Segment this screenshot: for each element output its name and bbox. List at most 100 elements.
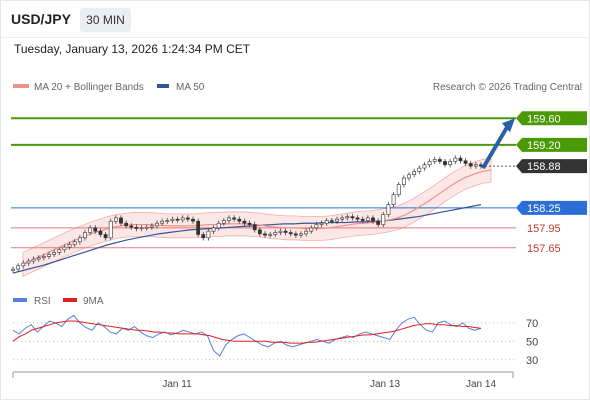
- x-tick-jan14: Jan 14: [466, 379, 496, 390]
- candle-body: [293, 233, 298, 236]
- candle-body: [391, 194, 396, 205]
- candle-body: [201, 234, 206, 239]
- candle-body: [196, 220, 201, 235]
- timeframe-button[interactable]: 30 MIN: [80, 8, 131, 32]
- level-label-159.60: 159.60: [527, 113, 561, 125]
- candle-body: [180, 217, 185, 221]
- candle-body: [252, 224, 257, 231]
- rsi-panel: 70 50 30: [12, 314, 538, 367]
- candle-body: [134, 226, 139, 229]
- candle-body: [448, 161, 453, 166]
- candle-body: [304, 230, 309, 235]
- candle-body: [365, 217, 370, 221]
- candle-body: [175, 218, 180, 221]
- candle-body: [381, 214, 386, 225]
- ma20-line: [22, 169, 492, 265]
- candle-body: [314, 224, 319, 229]
- x-tick-jan11: Jan 11: [162, 379, 192, 390]
- candle-body: [191, 218, 195, 222]
- legend-ma20: MA 20 + Bollinger Bands: [34, 82, 144, 93]
- candle-body: [401, 177, 406, 185]
- candle-body: [350, 216, 355, 219]
- candle-body: [468, 163, 473, 167]
- candle-body: [170, 218, 175, 221]
- candle-body: [335, 218, 339, 222]
- rsi-level-label-70: 70: [526, 318, 538, 330]
- candle-body: [232, 217, 237, 220]
- candle-body: [113, 217, 118, 222]
- rsi-level-label-30: 30: [526, 355, 538, 367]
- candle-body: [206, 230, 211, 239]
- candle-body: [417, 167, 422, 172]
- candle-body: [412, 171, 417, 176]
- watermark: Research © 2026 Trading Central: [433, 82, 582, 93]
- level-label-157.65: 157.65: [527, 243, 561, 255]
- candle-body: [273, 232, 278, 235]
- candle-body: [52, 252, 57, 255]
- candle-body: [83, 232, 87, 239]
- legend-swatch-ma20: [13, 84, 29, 88]
- candle-body: [155, 222, 159, 227]
- candle-body: [88, 227, 93, 233]
- candle-body: [139, 227, 144, 230]
- candle-body: [432, 159, 437, 162]
- bollinger-band: [22, 157, 492, 277]
- candle-body: [278, 230, 283, 233]
- candle-body: [463, 160, 468, 164]
- forecast-arrow: [481, 126, 509, 170]
- candle-body: [160, 220, 165, 224]
- level-tag-159.20: [516, 137, 587, 152]
- legend-swatch-ma50: [157, 84, 169, 88]
- datetime-label: Tuesday, January 13, 2026 1:24:34 PM CET: [14, 42, 251, 56]
- candle-body: [443, 161, 447, 166]
- candle-body: [72, 241, 77, 245]
- forecast-arrow-head: [502, 118, 515, 133]
- candle-body: [129, 225, 134, 228]
- candle-body: [36, 257, 41, 260]
- candle-body: [108, 220, 113, 239]
- candle-body: [288, 232, 293, 235]
- candle-body: [119, 217, 123, 224]
- candle-body: [319, 222, 324, 225]
- candle-body: [93, 227, 98, 232]
- candle-body: [396, 184, 401, 195]
- candle-body: [57, 249, 62, 253]
- candle-body: [247, 222, 252, 225]
- candle-body: [360, 218, 365, 221]
- candle-body: [376, 220, 381, 225]
- candle-body: [67, 244, 72, 248]
- candle-body: [309, 227, 314, 232]
- level-label-158.88: 158.88: [527, 161, 561, 173]
- candle-body: [11, 268, 15, 271]
- candle-body: [41, 256, 46, 259]
- level-tag-159.60: [516, 111, 587, 126]
- candle-body: [268, 234, 273, 236]
- candle-body: [16, 265, 21, 270]
- candle-body: [31, 258, 36, 262]
- candle-body: [422, 164, 427, 169]
- candle-body: [458, 157, 463, 162]
- candle-body: [149, 225, 154, 228]
- candle-body: [242, 220, 247, 224]
- candles: [11, 155, 483, 274]
- level-label-157.95: 157.95: [527, 223, 561, 235]
- ma50-line: [12, 204, 482, 274]
- candle-body: [386, 204, 391, 215]
- level-label-158.25: 158.25: [527, 203, 561, 215]
- candle-body: [407, 174, 411, 179]
- level-tag-158.88: [516, 159, 587, 174]
- candle-body: [77, 237, 82, 243]
- candle-body: [324, 220, 329, 224]
- x-tick-jan13: Jan 13: [370, 379, 400, 390]
- candle-body: [473, 164, 478, 167]
- candle-body: [47, 254, 51, 257]
- legend-ma50: MA 50: [176, 82, 205, 93]
- candle-body: [453, 157, 458, 162]
- candle-body: [299, 233, 303, 236]
- candle-body: [283, 230, 288, 233]
- rsi-level-label-50: 50: [526, 336, 538, 348]
- rsi-line: [12, 314, 482, 357]
- candle-body: [237, 218, 242, 222]
- candle-body: [221, 220, 226, 224]
